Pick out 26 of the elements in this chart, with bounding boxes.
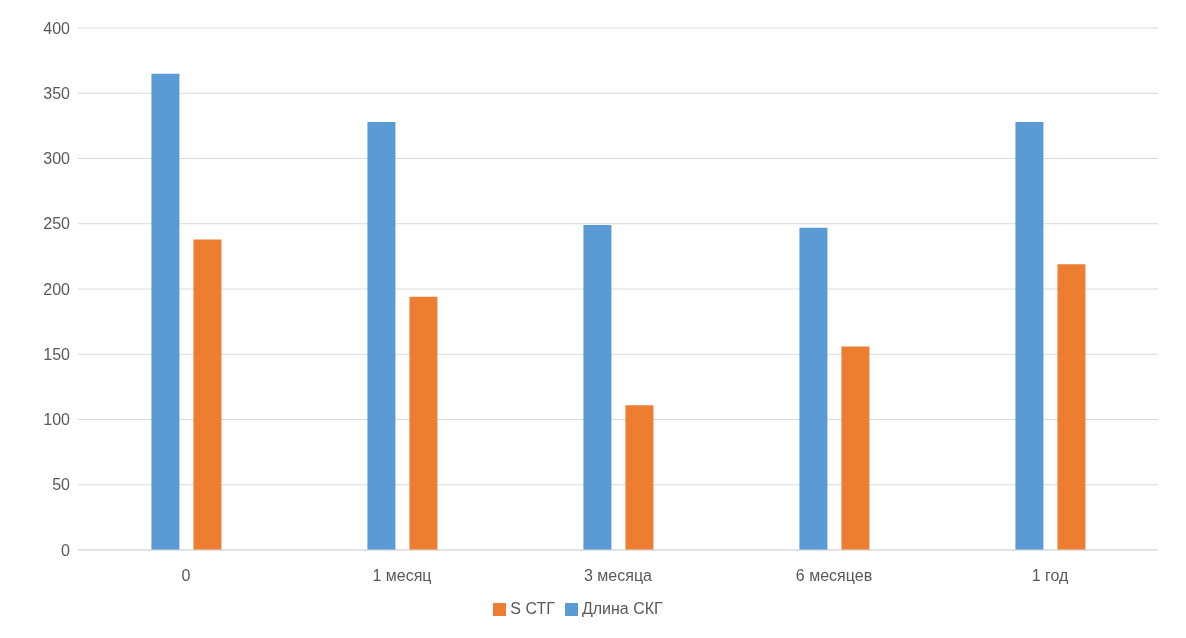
bar	[583, 225, 612, 550]
legend-label: Длина СКГ	[581, 600, 663, 617]
x-tick-label: 1 месяц	[372, 567, 432, 585]
bar	[367, 121, 396, 550]
legend-label: S СТГ	[510, 600, 555, 617]
bar	[799, 227, 828, 550]
y-tick-label: 150	[43, 345, 71, 363]
y-tick-label: 400	[43, 19, 71, 37]
bar	[409, 296, 438, 550]
y-tick-label: 350	[43, 84, 71, 102]
x-tick-label: 1 год	[1031, 567, 1070, 585]
bar	[625, 405, 654, 550]
bar	[193, 239, 222, 550]
x-tick-label: 0	[181, 567, 191, 585]
y-tick-label: 250	[43, 215, 71, 233]
x-tick-label: 6 месяцев	[795, 567, 873, 585]
y-tick-label: 50	[52, 476, 71, 494]
y-tick-label: 300	[43, 150, 71, 168]
x-tick-label: 3 месяца	[584, 567, 653, 585]
bar	[1057, 264, 1086, 550]
bar	[151, 73, 180, 550]
bar	[841, 346, 870, 550]
y-tick-label: 100	[43, 411, 71, 429]
y-tick-label: 0	[61, 541, 71, 559]
y-tick-label: 200	[43, 280, 71, 298]
bar	[1015, 121, 1044, 550]
